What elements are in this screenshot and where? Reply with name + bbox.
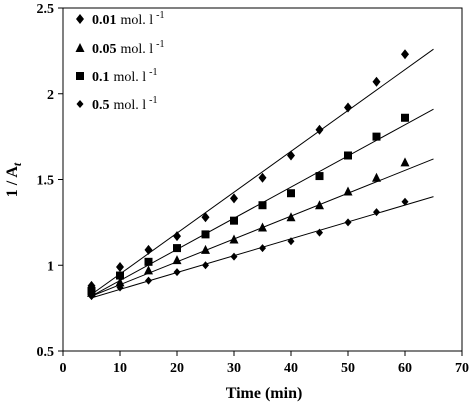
- data-point-0.1: [401, 113, 409, 122]
- axis-ticks: 0 10 20 30 40 50 60 70 0.5 1 1.5 2 2.5: [37, 2, 470, 376]
- x-tick-label: 10: [113, 361, 127, 376]
- data-point-0.5: [88, 292, 95, 301]
- data-point-0.1: [201, 230, 210, 239]
- legend-marker: [76, 100, 84, 108]
- data-point-0.05: [229, 234, 239, 244]
- legend-exponent: -1: [149, 67, 157, 78]
- data-point-0.1: [344, 151, 352, 160]
- data-point-0.1: [144, 257, 153, 266]
- data-point-0.01: [315, 124, 324, 135]
- data-point-0.01: [287, 150, 295, 161]
- legend-exponent: -1: [156, 10, 164, 21]
- legend-marker: [76, 72, 84, 80]
- fit-line-0.01: [91, 48, 434, 295]
- data-point-0.5: [259, 244, 266, 253]
- legend-unit: mol. l: [114, 70, 147, 85]
- legend-value: 0.05: [92, 42, 117, 57]
- data-point-0.05: [172, 255, 182, 265]
- legend-label: 0.5 mol. l -1: [92, 95, 158, 113]
- y-axis-title-main: 1 / A: [4, 166, 21, 198]
- y-axis-title-sub: t: [10, 162, 24, 166]
- legend-marker: [76, 14, 84, 24]
- data-point-0.01: [258, 172, 267, 183]
- data-point-0.5: [230, 252, 238, 261]
- data-point-0.01: [401, 49, 409, 60]
- legend-exponent: -1: [149, 95, 157, 106]
- y-tick-label: 1.5: [37, 174, 55, 189]
- legend-unit: mol. l: [121, 13, 154, 28]
- data-point-0.5: [344, 218, 352, 227]
- y-tick-label: 0.5: [37, 345, 55, 360]
- x-tick-label: 60: [398, 361, 412, 376]
- legend-unit: mol. l: [121, 42, 154, 57]
- legend-marker: [75, 43, 85, 52]
- data-point-0.05: [201, 244, 210, 254]
- x-tick-label: 50: [341, 361, 355, 376]
- data-point-0.5: [316, 228, 323, 237]
- x-axis-title: Time (min): [226, 385, 303, 402]
- legend-entry-0.1: 0.1 mol. l -1: [76, 67, 158, 85]
- legend-exponent: -1: [156, 39, 164, 50]
- data-point-0.1: [287, 189, 295, 198]
- x-tick-label: 20: [170, 361, 184, 376]
- data-point-0.05: [258, 222, 267, 232]
- data-points: [87, 49, 410, 301]
- y-axis-title: 1 / At: [4, 162, 24, 197]
- data-point-0.01: [201, 212, 210, 223]
- data-point-0.5: [145, 276, 152, 285]
- data-point-0.1: [372, 132, 381, 141]
- data-point-0.01: [344, 102, 352, 113]
- data-point-0.1: [258, 201, 267, 210]
- data-point-0.1: [87, 286, 96, 295]
- data-point-0.05: [315, 200, 324, 210]
- x-tick-label: 30: [227, 361, 241, 376]
- y-tick-label: 1: [47, 259, 54, 274]
- data-point-0.05: [400, 157, 410, 167]
- x-tick-label: 0: [60, 361, 67, 376]
- data-point-0.01: [372, 76, 381, 87]
- legend-entry-0.05: 0.05 mol. l -1: [75, 39, 165, 57]
- data-point-0.5: [287, 237, 295, 246]
- data-point-0.05: [372, 172, 381, 182]
- legend-label: 0.05 mol. l -1: [92, 39, 165, 57]
- legend-label: 0.1 mol. l -1: [92, 67, 158, 85]
- data-point-0.05: [144, 265, 153, 275]
- data-point-0.5: [373, 208, 380, 217]
- legend-label: 0.01 mol. l -1: [92, 10, 165, 28]
- data-point-0.01: [230, 193, 238, 204]
- legend-unit: mol. l: [114, 98, 147, 113]
- legend-entry-0.5: 0.5 mol. l -1: [76, 95, 158, 113]
- x-tick-label: 40: [284, 361, 298, 376]
- data-point-0.01: [144, 244, 153, 255]
- data-point-0.1: [315, 172, 324, 181]
- x-tick-label: 70: [455, 361, 469, 376]
- data-point-0.1: [116, 271, 124, 280]
- data-point-0.1: [230, 216, 238, 225]
- legend-entry-0.01: 0.01 mol. l -1: [76, 10, 165, 28]
- data-point-0.05: [115, 277, 125, 287]
- data-point-0.05: [343, 186, 353, 196]
- legend: 0.01 mol. l -10.05 mol. l -10.1 mol. l -10.5 mo…: [75, 10, 165, 113]
- data-point-0.1: [173, 244, 181, 253]
- data-point-0.05: [286, 212, 296, 222]
- data-point-0.01: [173, 231, 181, 242]
- data-point-0.5: [173, 268, 181, 277]
- legend-value: 0.5: [92, 98, 110, 113]
- data-point-0.5: [116, 283, 124, 292]
- y-tick-label: 2.5: [37, 2, 55, 17]
- legend-value: 0.01: [92, 13, 117, 28]
- data-point-0.01: [116, 261, 124, 272]
- y-tick-label: 2: [47, 88, 54, 103]
- legend-value: 0.1: [92, 70, 110, 85]
- data-point-0.5: [401, 197, 409, 206]
- data-point-0.5: [202, 261, 209, 270]
